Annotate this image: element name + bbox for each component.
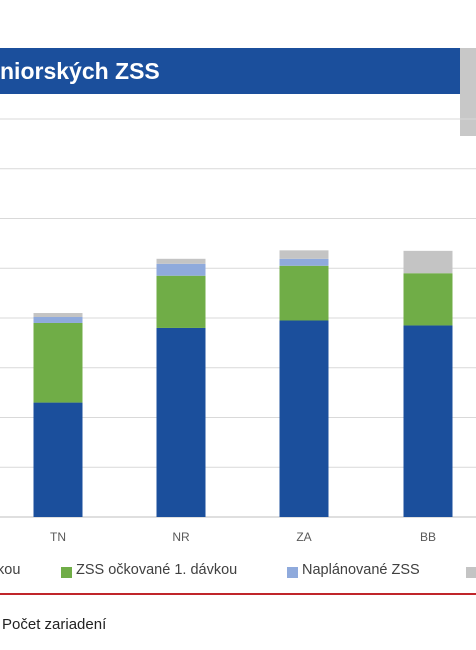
bar-za-series-1	[279, 320, 329, 517]
bar-za-series-2	[279, 265, 329, 321]
x-tick-label-nr: NR	[172, 530, 190, 544]
bar-tn-series-3	[33, 317, 83, 323]
bar-nr-series-4	[156, 258, 206, 264]
x-tick-label-tn: TN	[50, 530, 66, 544]
x-tick-label-za: ZA	[296, 530, 311, 544]
bar-nr-series-3	[156, 263, 206, 276]
divider-line	[0, 593, 476, 595]
title-bar	[0, 48, 460, 94]
footer-text: Počet zariadení	[2, 616, 107, 633]
legend-swatch-series-3	[287, 567, 298, 578]
bar-bb-series-4	[403, 250, 453, 274]
stacked-bar-chart: TN NR ZA BB	[0, 118, 476, 544]
legend-label-series-1: kou	[0, 562, 21, 578]
legend: kou ZSS očkované 1. dávkou Naplánované Z…	[0, 560, 476, 584]
legend-swatch-series-2	[61, 567, 72, 578]
bar-tn-series-1	[33, 402, 83, 517]
bar-tn-series-4	[33, 313, 83, 318]
side-panel	[460, 48, 476, 136]
bar-za-series-4	[279, 250, 329, 259]
bar-nr-series-1	[156, 327, 206, 517]
bar-nr-series-2	[156, 275, 206, 328]
bar-tn-series-2	[33, 322, 83, 403]
chart-title: niorských ZSS	[0, 58, 160, 84]
legend-label-series-2: ZSS očkované 1. dávkou	[76, 562, 238, 578]
x-tick-label-bb: BB	[420, 530, 436, 544]
bar-za-series-3	[279, 258, 329, 266]
legend-label-series-3: Naplánované ZSS	[302, 562, 420, 578]
bar-bb-series-2	[403, 273, 453, 326]
legend-swatch-series-4	[466, 567, 476, 578]
bar-bb-series-1	[403, 325, 453, 517]
